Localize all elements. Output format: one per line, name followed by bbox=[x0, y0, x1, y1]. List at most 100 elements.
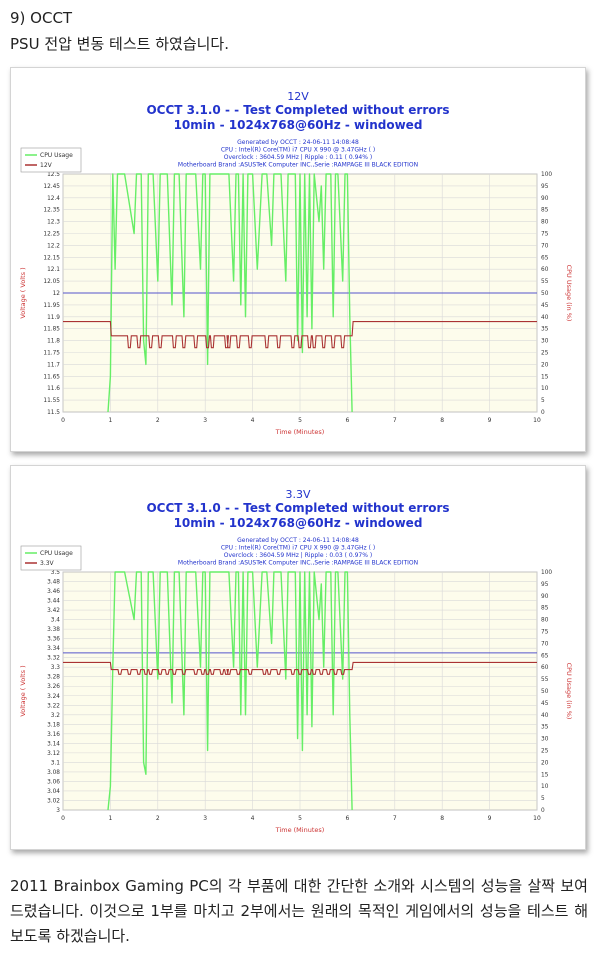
chart-panel-12v: 12V OCCT 3.1.0 - - Test Completed without… bbox=[10, 67, 586, 452]
y-tick-label: 12.35 bbox=[43, 208, 60, 214]
x-tick-label: 8 bbox=[440, 417, 444, 424]
legend-label-cpu: CPU Usage bbox=[40, 152, 73, 159]
legend-box bbox=[20, 545, 82, 571]
y-tick-label: 11.8 bbox=[47, 339, 60, 345]
legend-label-voltage: 12V bbox=[40, 162, 53, 169]
x-tick-label: 8 bbox=[440, 815, 444, 822]
y2-tick-label: 30 bbox=[541, 737, 549, 743]
y-tick-label: 11.5 bbox=[47, 410, 60, 416]
x-tick-label: 6 bbox=[345, 815, 349, 822]
y-tick-label: 3.22 bbox=[47, 703, 60, 709]
y2-tick-label: 55 bbox=[541, 279, 549, 285]
y-tick-label: 3.3 bbox=[51, 665, 61, 671]
y2-tick-label: 5 bbox=[541, 796, 545, 802]
y-tick-label: 3.32 bbox=[47, 656, 60, 662]
y-tick-label: 3.08 bbox=[47, 770, 60, 776]
y2-tick-label: 85 bbox=[541, 208, 549, 214]
y-tick-label: 12.3 bbox=[47, 220, 60, 226]
x-tick-label: 5 bbox=[298, 815, 302, 822]
chart-info-line: Generated by OCCT : 24-06-11 14:08:48 bbox=[237, 139, 359, 146]
chart-subtitle: 10min - 1024x768@60Hz - windowed bbox=[174, 118, 423, 132]
x-tick-label: 7 bbox=[393, 417, 397, 424]
legend-label-cpu: CPU Usage bbox=[40, 550, 73, 557]
y2-tick-label: 0 bbox=[541, 808, 545, 814]
y2-tick-label: 25 bbox=[541, 749, 549, 755]
x-tick-label: 6 bbox=[345, 417, 349, 424]
y2-tick-label: 40 bbox=[541, 713, 549, 719]
y2-tick-label: 90 bbox=[541, 196, 549, 202]
y-tick-label: 11.6 bbox=[47, 386, 60, 392]
legend-box bbox=[20, 147, 82, 173]
y2-tick-label: 75 bbox=[541, 232, 549, 238]
y2-tick-label: 55 bbox=[541, 677, 549, 683]
y-tick-label: 3.36 bbox=[47, 637, 60, 643]
y2-tick-label: 20 bbox=[541, 760, 549, 766]
voltage-series bbox=[63, 321, 537, 349]
y-tick-label: 11.95 bbox=[43, 303, 60, 309]
chart-title: 3.3V bbox=[285, 488, 310, 501]
y-tick-label: 3.1 bbox=[51, 760, 61, 766]
x-tick-label: 7 bbox=[393, 815, 397, 822]
y-tick-label: 11.65 bbox=[43, 374, 60, 380]
y2-tick-label: 100 bbox=[541, 172, 552, 178]
y-tick-label: 3.16 bbox=[47, 732, 60, 738]
y-tick-label: 3.02 bbox=[47, 798, 60, 804]
y2-tick-label: 100 bbox=[541, 570, 552, 576]
y-tick-label: 3.38 bbox=[47, 627, 60, 633]
y2-tick-label: 15 bbox=[541, 374, 549, 380]
section-subtitle: PSU 전압 변동 테스트 하였습니다. bbox=[10, 35, 229, 53]
y-tick-label: 3.28 bbox=[47, 675, 60, 681]
y2-tick-label: 40 bbox=[541, 315, 549, 321]
y2-tick-label: 10 bbox=[541, 386, 549, 392]
y-tick-label: 3 bbox=[56, 808, 60, 814]
y-tick-label: 12.5 bbox=[47, 172, 60, 178]
y2-tick-label: 65 bbox=[541, 255, 549, 261]
y-tick-label: 11.55 bbox=[43, 398, 60, 404]
y-tick-label: 3.44 bbox=[47, 599, 60, 605]
y-tick-label: 3.26 bbox=[47, 684, 60, 690]
y2-tick-label: 80 bbox=[541, 618, 549, 624]
y-tick-label: 3.2 bbox=[51, 713, 61, 719]
x-tick-label: 4 bbox=[251, 815, 255, 822]
y-tick-label: 11.75 bbox=[43, 351, 60, 357]
closing-paragraph: 2011 Brainbox Gaming PC의 각 부품에 대한 간단한 소개… bbox=[10, 877, 588, 945]
y-tick-label: 11.7 bbox=[47, 362, 60, 368]
y2-axis-label: CPU Usage (in %) bbox=[565, 265, 573, 322]
y2-tick-label: 45 bbox=[541, 303, 549, 309]
y-tick-label: 3.48 bbox=[47, 580, 60, 586]
y-tick-label: 3.4 bbox=[51, 618, 61, 624]
y2-tick-label: 95 bbox=[541, 582, 549, 588]
x-tick-label: 0 bbox=[61, 815, 65, 822]
cpu-usage-series bbox=[107, 571, 353, 811]
y-tick-label: 12.2 bbox=[47, 243, 60, 249]
chart-title: 12V bbox=[287, 90, 309, 103]
y-tick-label: 11.85 bbox=[43, 327, 60, 333]
chart-subtitle: 10min - 1024x768@60Hz - windowed bbox=[174, 516, 423, 530]
y-tick-label: 3.04 bbox=[47, 789, 60, 795]
y-tick-label: 12.4 bbox=[47, 196, 60, 202]
x-tick-label: 10 bbox=[533, 815, 541, 822]
chart-info-line: Generated by OCCT : 24-06-11 14:08:48 bbox=[237, 537, 359, 544]
legend-label-voltage: 3.3V bbox=[40, 560, 55, 567]
cpu-usage-series bbox=[107, 173, 353, 413]
chart-panel-3v3: 3.3V OCCT 3.1.0 - - Test Completed withou… bbox=[10, 465, 586, 850]
y2-tick-label: 5 bbox=[541, 398, 545, 404]
chart-info-line: CPU : Intel(R) Core(TM) i7 CPU X 990 @ 3… bbox=[221, 545, 375, 552]
y2-tick-label: 30 bbox=[541, 339, 549, 345]
y2-axis-label: CPU Usage (in %) bbox=[565, 663, 573, 720]
y-tick-label: 12.15 bbox=[43, 255, 60, 261]
x-tick-label: 5 bbox=[298, 417, 302, 424]
y2-tick-label: 10 bbox=[541, 784, 549, 790]
x-tick-label: 1 bbox=[108, 417, 112, 424]
y2-tick-label: 80 bbox=[541, 220, 549, 226]
x-tick-label: 0 bbox=[61, 417, 65, 424]
chart-subtitle: OCCT 3.1.0 - - Test Completed without er… bbox=[146, 501, 449, 515]
x-axis-label: Time (Minutes) bbox=[275, 826, 325, 834]
y2-tick-label: 50 bbox=[541, 291, 549, 297]
x-tick-label: 1 bbox=[108, 815, 112, 822]
chart-info-line: Overclock : 3604.59 MHz | Ripple : 0.03 … bbox=[224, 552, 372, 559]
y2-tick-label: 70 bbox=[541, 641, 549, 647]
y-tick-label: 3.5 bbox=[51, 570, 61, 576]
x-tick-label: 3 bbox=[203, 815, 207, 822]
